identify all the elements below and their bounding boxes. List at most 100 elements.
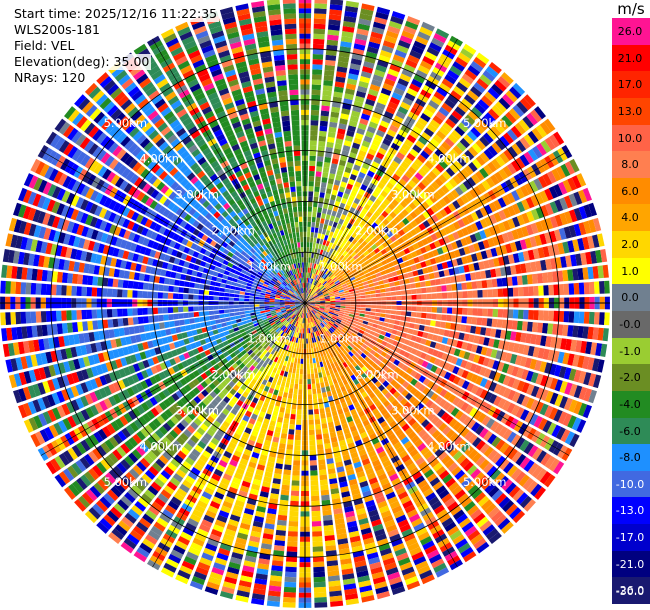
ppi-gate bbox=[360, 295, 366, 299]
ppi-gate bbox=[317, 264, 321, 271]
ppi-gate bbox=[571, 175, 582, 189]
ppi-gate bbox=[490, 420, 500, 432]
ppi-gate bbox=[216, 487, 227, 496]
ppi-gate bbox=[404, 427, 414, 436]
ppi-gate bbox=[470, 272, 477, 281]
ppi-gate bbox=[322, 371, 327, 377]
ppi-gate bbox=[421, 131, 431, 141]
ppi-gate bbox=[362, 320, 369, 325]
ppi-gate bbox=[279, 438, 287, 444]
ppi-gate bbox=[454, 469, 466, 480]
ppi-gate bbox=[537, 247, 545, 259]
ppi-gate bbox=[387, 571, 401, 581]
ppi-gate bbox=[431, 313, 437, 320]
ppi-gate bbox=[257, 329, 263, 335]
ppi-gate bbox=[401, 295, 407, 300]
ppi-gate bbox=[309, 327, 312, 333]
ppi-gate bbox=[417, 415, 427, 425]
ppi-gate bbox=[406, 152, 416, 162]
ppi-gate bbox=[212, 420, 221, 429]
ppi-gate bbox=[311, 284, 315, 290]
ppi-gate bbox=[473, 242, 481, 252]
ppi-gate bbox=[308, 186, 314, 192]
ppi-gate bbox=[204, 369, 212, 377]
ppi-gate bbox=[414, 185, 423, 194]
ppi-gate bbox=[477, 495, 490, 507]
ppi-gate bbox=[369, 270, 376, 276]
ppi-gate bbox=[279, 324, 284, 329]
ppi-gate bbox=[323, 354, 328, 361]
ppi-gate bbox=[380, 87, 392, 96]
ppi-gate bbox=[260, 406, 268, 413]
ppi-gate bbox=[394, 547, 407, 557]
ppi-gate bbox=[267, 456, 276, 463]
ppi-gate bbox=[359, 585, 373, 593]
ppi-gate bbox=[431, 383, 439, 392]
ppi-gate bbox=[387, 68, 400, 78]
ppi-gate bbox=[268, 341, 274, 348]
ppi-gate bbox=[562, 413, 573, 427]
ppi-gate bbox=[99, 517, 113, 530]
ppi-gate bbox=[567, 325, 574, 337]
ppi-gate bbox=[318, 346, 322, 352]
ppi-gate bbox=[365, 308, 371, 312]
ppi-gate bbox=[183, 415, 193, 425]
ppi-gate bbox=[309, 273, 312, 279]
ppi-gate bbox=[401, 68, 414, 78]
ppi-gate bbox=[323, 162, 331, 168]
ppi-gate bbox=[333, 148, 341, 155]
ppi-gate bbox=[364, 356, 371, 363]
ppi-gate bbox=[405, 333, 413, 340]
ppi-gate bbox=[573, 191, 583, 205]
ppi-gate bbox=[544, 137, 556, 151]
ppi-gate bbox=[331, 268, 337, 274]
ppi-gate bbox=[578, 189, 588, 204]
ppi-gate bbox=[320, 304, 326, 306]
ppi-gate bbox=[313, 408, 319, 415]
ppi-gate bbox=[299, 374, 303, 380]
ppi-gate bbox=[121, 475, 133, 487]
ppi-gate bbox=[358, 517, 369, 526]
ppi-gate bbox=[336, 533, 348, 540]
ppi-gate bbox=[131, 504, 143, 516]
ppi-gate bbox=[366, 399, 374, 407]
ppi-gate bbox=[67, 447, 78, 461]
ppi-gate bbox=[291, 357, 295, 363]
ppi-gate bbox=[565, 338, 572, 351]
ppi-gate bbox=[204, 377, 212, 385]
ppi-gate bbox=[367, 247, 374, 254]
ppi-gate bbox=[287, 311, 293, 315]
ppi-gate bbox=[505, 90, 518, 103]
ppi-gate bbox=[76, 411, 86, 424]
ppi-gate bbox=[410, 311, 417, 317]
ppi-gate bbox=[215, 416, 224, 425]
ppi-gate bbox=[280, 331, 285, 337]
ppi-gate bbox=[350, 306, 356, 310]
ppi-gate bbox=[350, 225, 357, 232]
ppi-gate bbox=[526, 321, 533, 332]
ppi-gate bbox=[456, 156, 467, 167]
ppi-gate bbox=[280, 325, 286, 330]
ppi-gate bbox=[514, 122, 526, 135]
ppi-gate bbox=[476, 280, 483, 289]
ppi-gate bbox=[370, 327, 377, 332]
ppi-gate bbox=[319, 474, 328, 481]
ppi-gate bbox=[258, 320, 264, 325]
ppi-gate bbox=[401, 423, 410, 432]
ppi-gate bbox=[569, 209, 578, 223]
ppi-gate bbox=[390, 437, 400, 446]
ppi-gate bbox=[309, 300, 315, 302]
ppi-gate bbox=[271, 361, 277, 368]
ppi-gate bbox=[222, 581, 236, 590]
ppi-gate bbox=[341, 31, 354, 38]
ppi-gate bbox=[306, 333, 308, 339]
ppi-gate bbox=[287, 531, 298, 537]
ppi-gate bbox=[375, 446, 385, 454]
ppi-gate bbox=[210, 528, 223, 538]
ppi-gate bbox=[319, 377, 324, 383]
ppi-gate bbox=[324, 198, 330, 204]
ppi-gate bbox=[295, 327, 298, 333]
ppi-gate bbox=[244, 508, 255, 516]
ppi-gate bbox=[415, 560, 429, 571]
ppi-gate bbox=[108, 383, 117, 394]
